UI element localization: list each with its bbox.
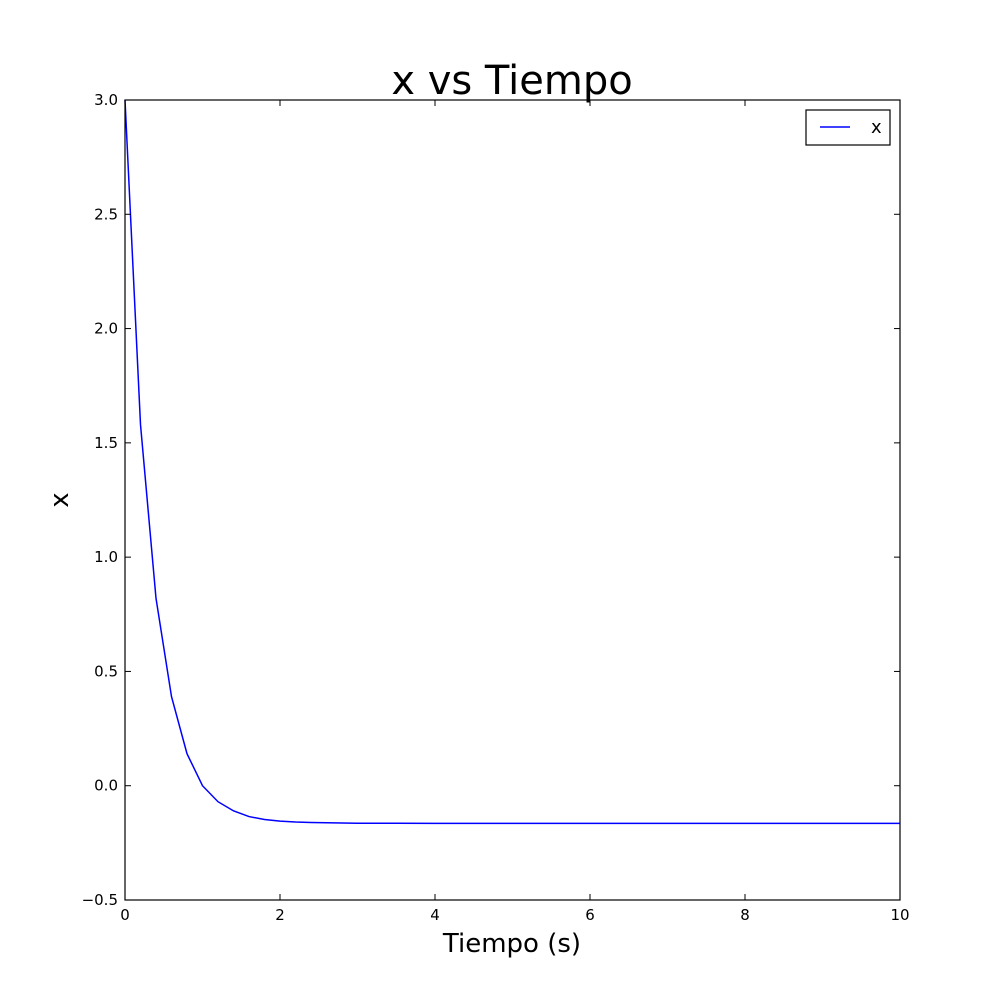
series-line-x (124, 99, 900, 825)
y-tick-label: 2.5 (94, 205, 118, 223)
x-tick-label: 2 (275, 906, 285, 924)
y-axis-label: x (45, 492, 75, 507)
legend: x (805, 109, 891, 146)
y-tick-label: 1.5 (94, 434, 118, 452)
x-tick-label: 0 (120, 906, 130, 924)
y-tick-label: 3.0 (94, 91, 118, 109)
x-tick-label: 4 (430, 906, 440, 924)
tick-labels: 0 2 4 6 8 10 −0.5 0.0 0.5 1.0 1.5 2.0 2.5 3.0 (82, 91, 910, 924)
x-tick-label: 10 (890, 906, 909, 924)
y-tick-label: 1.0 (94, 548, 118, 566)
x-tick-label: 8 (740, 906, 750, 924)
plot-area (124, 99, 901, 901)
legend-label: x (871, 117, 882, 138)
x-axis-label: Tiempo (s) (442, 929, 581, 959)
y-tick-label: 0.0 (94, 777, 118, 795)
y-tick-label: 0.5 (94, 662, 118, 680)
x-tick-label: 6 (585, 906, 595, 924)
y-tick-label: −0.5 (82, 891, 118, 909)
chart-title: x vs Tiempo (391, 58, 632, 104)
plot-frame (124, 99, 901, 901)
y-tick-label: 2.0 (94, 320, 118, 338)
